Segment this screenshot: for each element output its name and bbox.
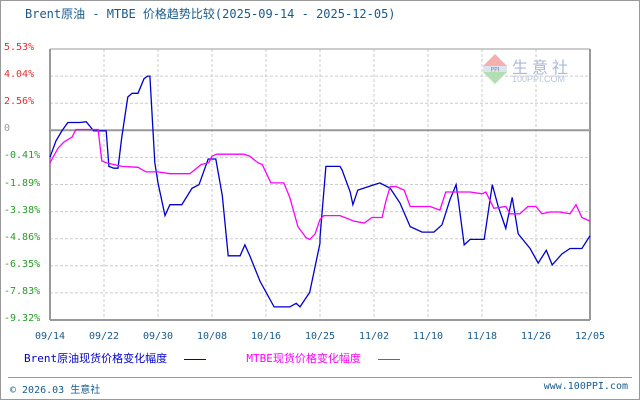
watermark-url: 100PPI.COM bbox=[512, 74, 566, 84]
y-tick-label: -7.83% bbox=[4, 285, 41, 297]
chart-grid bbox=[50, 49, 590, 320]
x-tick-label: 12/05 bbox=[574, 331, 606, 342]
x-tick-label: 09/22 bbox=[88, 331, 120, 342]
y-tick-label: 5.53% bbox=[4, 42, 35, 53]
y-tick-label: -3.38% bbox=[4, 204, 41, 216]
y-tick-label: -0.41% bbox=[4, 150, 41, 162]
legend-brent-label: Brent原油现货价格变化幅度 bbox=[24, 352, 168, 365]
footer-divider bbox=[8, 377, 632, 378]
x-tick-label: 09/14 bbox=[34, 331, 66, 342]
y-tick-label: -9.32% bbox=[4, 313, 41, 324]
watermark-brand: 生意社 bbox=[512, 58, 573, 77]
y-tick-label: -1.89% bbox=[4, 177, 41, 189]
x-tick-label: 11/26 bbox=[520, 331, 552, 342]
x-tick-label: 10/25 bbox=[304, 331, 336, 342]
y-tick-label: 2.56% bbox=[4, 96, 35, 108]
y-tick-label: 0 bbox=[4, 123, 11, 135]
y-tick-label: 4.04% bbox=[4, 69, 35, 81]
x-tick-label: 09/30 bbox=[142, 331, 174, 342]
legend-brent-swatch bbox=[183, 358, 206, 360]
x-tick-label: 10/16 bbox=[250, 331, 282, 342]
x-tick-label: 10/08 bbox=[196, 331, 228, 342]
legend-mtbe-label: MTBE现货价格变化幅度 bbox=[246, 352, 361, 365]
x-tick-label: 11/02 bbox=[358, 331, 390, 342]
chart-title: Brent原油 - MTBE 价格趋势比较(2025-09-14 - 2025-… bbox=[25, 7, 396, 21]
legend-mtbe-swatch bbox=[377, 358, 400, 360]
footer-copyright: © 2026.03 生意社 bbox=[10, 385, 101, 396]
footer-url[interactable]: www.100PPI.com bbox=[543, 381, 628, 392]
y-tick-label: -6.35% bbox=[4, 258, 41, 270]
svg-text:PPI: PPI bbox=[490, 67, 499, 74]
mtbe-series-line bbox=[49, 128, 591, 241]
brent-series-line bbox=[49, 75, 591, 308]
x-tick-label: 11/18 bbox=[466, 331, 498, 342]
chart-legend: Brent原油现货价格变化幅度 MTBE现货价格变化幅度 bbox=[24, 350, 400, 366]
watermark-logo-icon: PPI bbox=[482, 52, 508, 90]
x-tick-label: 11/10 bbox=[412, 331, 444, 342]
y-tick-label: -4.86% bbox=[4, 231, 41, 243]
